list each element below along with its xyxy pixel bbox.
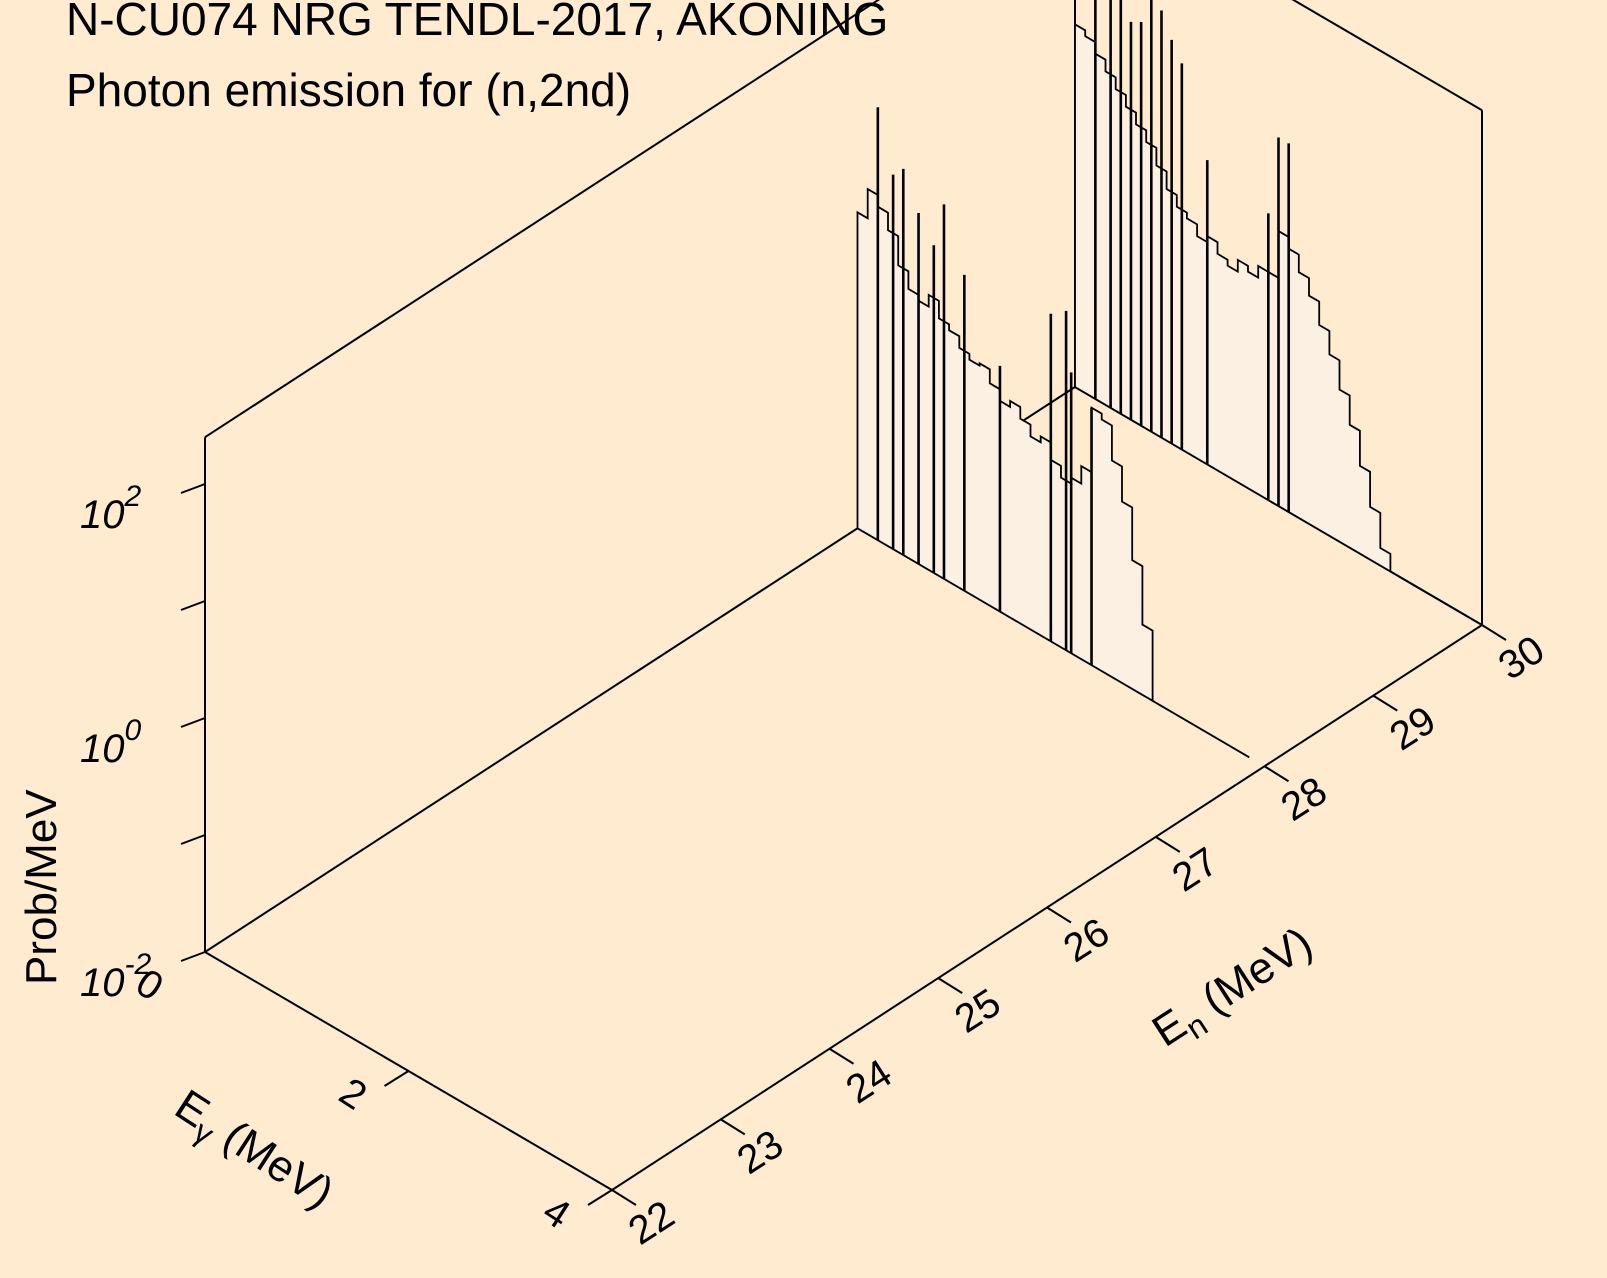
y-axis-label-unit: (MeV) (205, 1105, 342, 1218)
z-tick-label: 100 (80, 714, 142, 771)
x-tick-mark (828, 1047, 855, 1065)
z-tick-mark (180, 483, 206, 494)
x-tick-mark (611, 1189, 637, 1206)
z-tick-label: 10-2 (80, 948, 151, 1005)
spectrum-baseline (1172, 711, 1250, 759)
frame-edge (204, 0, 881, 439)
x-tick-mark (720, 1118, 746, 1136)
x-axis-label-unit: (MeV) (1183, 918, 1320, 1031)
z-axis-label: Prob/MeV (17, 789, 66, 985)
chart-title: N-CU074 NRG TENDL-2017, AKONING (66, 0, 888, 45)
x-tick-mark (1046, 906, 1072, 924)
y-tick-mark (587, 1189, 613, 1206)
axes-frame (204, 0, 1483, 1191)
x-tick-mark (937, 977, 963, 994)
spectrum-baseline (1400, 576, 1468, 617)
z-tick-mark (180, 951, 206, 962)
continuum-area (856, 187, 1174, 714)
z-tick-mark (180, 717, 206, 728)
z-minor-tick-mark (180, 834, 206, 845)
continuum-area (1074, 22, 1402, 579)
spectra (856, 0, 1468, 759)
x-tick-mark (1481, 624, 1507, 641)
spectrum-en-28 (856, 107, 1250, 759)
y-tick-label: 4 (535, 1189, 578, 1238)
y-axis-label: Eγ (MeV) (163, 1080, 342, 1224)
x-axis-label: En (MeV) (1144, 918, 1325, 1063)
x-tick-mark (1155, 836, 1181, 853)
x-tick-mark (1372, 694, 1398, 712)
spectrum-en-30 (1074, 0, 1468, 617)
y-tick-mark (383, 1070, 410, 1087)
z-tick-label: 102 (80, 480, 142, 537)
z-minor-tick-mark (180, 600, 206, 611)
frame-edge (1291, 0, 1483, 112)
x-tick-mark (1263, 765, 1290, 783)
y-tick-label: 2 (332, 1070, 375, 1119)
chart-subtitle: Photon emission for (n,2nd) (66, 64, 631, 116)
